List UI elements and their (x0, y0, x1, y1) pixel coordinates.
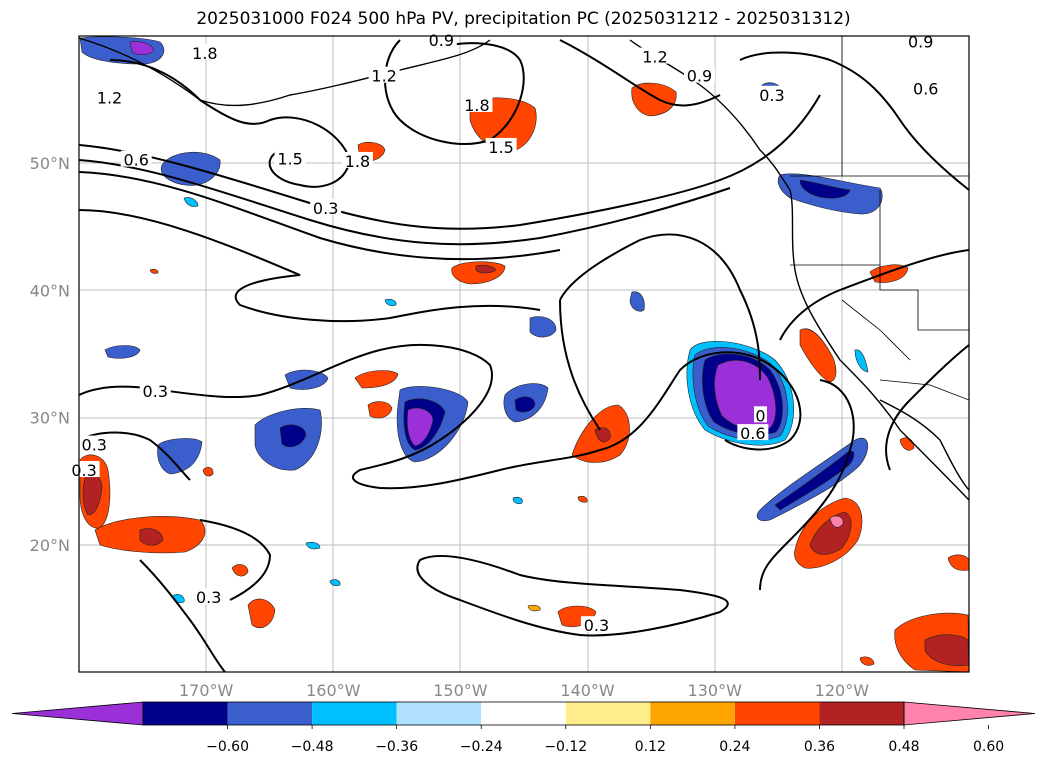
contour-label-bg (94, 88, 126, 105)
colorbar-labels: −0.60 −0.48 −0.36 −0.24 −0.12 0.12 0.24 0.36 0.4… (206, 725, 1004, 755)
contour-label: 0.6 (740, 424, 765, 443)
contour-label-bg (310, 198, 342, 215)
contour-label-bg (341, 151, 373, 168)
colorbar-tick-label: 0.36 (804, 739, 835, 755)
contour-label: 0.3 (143, 382, 168, 401)
contour-label: 0.9 (687, 67, 712, 86)
lon-tick-label: 140°W (560, 681, 615, 700)
contour-label-bg (68, 461, 100, 478)
contour-label: 0.6 (913, 79, 938, 98)
latitude-labels: 20°N 30°N 40°N 50°N (30, 154, 70, 555)
colorbar-tick-label: 0.24 (719, 739, 750, 755)
colorbar-segment (143, 702, 228, 725)
map-title: 2025031000 F024 500 hPa PV, precipitatio… (196, 9, 851, 29)
colorbar-tick-label: −0.24 (460, 739, 503, 755)
contour-label: 1.8 (345, 152, 370, 171)
contour-label-bg (737, 424, 769, 441)
colorbar-tick-label: 0.12 (635, 739, 666, 755)
contour-label: 1.2 (642, 48, 667, 67)
colorbar-tick-label: −0.36 (375, 739, 418, 755)
contour-label-bg (425, 31, 457, 48)
colorbar-tick-label: −0.12 (544, 739, 587, 755)
contour-label-bg (756, 85, 788, 102)
contour-label-bg (368, 66, 400, 83)
contour-label: 1.8 (192, 44, 217, 63)
gridlines (79, 36, 969, 672)
contour-label: 0.3 (71, 461, 96, 480)
contour-label-bg (461, 95, 493, 112)
contour-label: 1.8 (464, 96, 489, 115)
contour-label-bg (910, 79, 942, 96)
coastlines (79, 37, 969, 501)
contour-label: 0 (755, 406, 765, 425)
colorbar-tick-label: −0.48 (291, 739, 334, 755)
contour-label-bg (189, 43, 221, 60)
lat-tick-label: 50°N (30, 154, 70, 173)
contour-label-bg (120, 150, 152, 167)
colorbar-segment (312, 702, 397, 725)
contour-label-bg (753, 406, 767, 423)
contour-label: 1.5 (277, 149, 302, 168)
contour-label-bg (485, 137, 517, 154)
contour-label: 0.9 (908, 32, 933, 51)
precipitation-shading (79, 36, 969, 672)
colorbar-frame (142, 701, 905, 726)
colorbar-segment (396, 702, 482, 725)
pv-contour-lines (79, 39, 969, 672)
lon-tick-label: 160°W (306, 681, 361, 700)
contour-label: 0.9 (429, 31, 454, 50)
contour-label: 0.3 (82, 436, 107, 455)
contour-label-bg (580, 616, 612, 633)
contour-label: 0.3 (759, 86, 784, 105)
colorbar-extend-low (11, 701, 144, 726)
contour-label-bg (639, 47, 671, 64)
contour-label-bg (139, 382, 171, 399)
lat-tick-label: 40°N (30, 281, 70, 300)
colorbar (11, 701, 1036, 726)
contour-label: 1.2 (371, 67, 396, 86)
lon-tick-label: 150°W (433, 681, 488, 700)
lat-tick-label: 20°N (30, 536, 70, 555)
colorbar-tick-label: −0.60 (206, 739, 249, 755)
lon-tick-label: 120°W (815, 681, 870, 700)
longitude-labels: 170°W 160°W 150°W 140°W 130°W 120°W (179, 681, 869, 700)
colorbar-segment (650, 702, 735, 725)
map-frame (78, 35, 970, 673)
contour-label: 1.5 (488, 138, 513, 157)
lon-tick-label: 170°W (179, 681, 234, 700)
contour-label-bg (78, 435, 110, 452)
lon-tick-label: 130°W (688, 681, 743, 700)
colorbar-segment (819, 702, 904, 725)
contour-label: 0.3 (584, 616, 609, 635)
contour-label-bg (274, 149, 306, 166)
contour-label: 0.6 (123, 151, 148, 170)
contour-label-bg (193, 588, 225, 605)
lat-tick-label: 30°N (30, 409, 70, 428)
contour-label: 0.3 (196, 588, 221, 607)
contour-label: 0.3 (313, 199, 338, 218)
colorbar-tick-label: 0.48 (888, 739, 919, 755)
colorbar-segment (734, 702, 820, 725)
contour-labels: 1.8 0.9 1.2 1.2 1.5 1.8 0.6 0.3 1.8 1.5 1.2 0.9 0.3 0… (68, 31, 942, 635)
colorbar-segment (227, 702, 313, 725)
colorbar-segment (565, 702, 651, 725)
colorbar-segment (481, 702, 566, 725)
contour-label: 1.2 (97, 88, 122, 107)
political-borders (790, 36, 969, 401)
colorbar-tick-label: 0.60 (973, 739, 1004, 755)
colorbar-extend-high (903, 701, 1036, 726)
contour-label-bg (683, 66, 715, 83)
